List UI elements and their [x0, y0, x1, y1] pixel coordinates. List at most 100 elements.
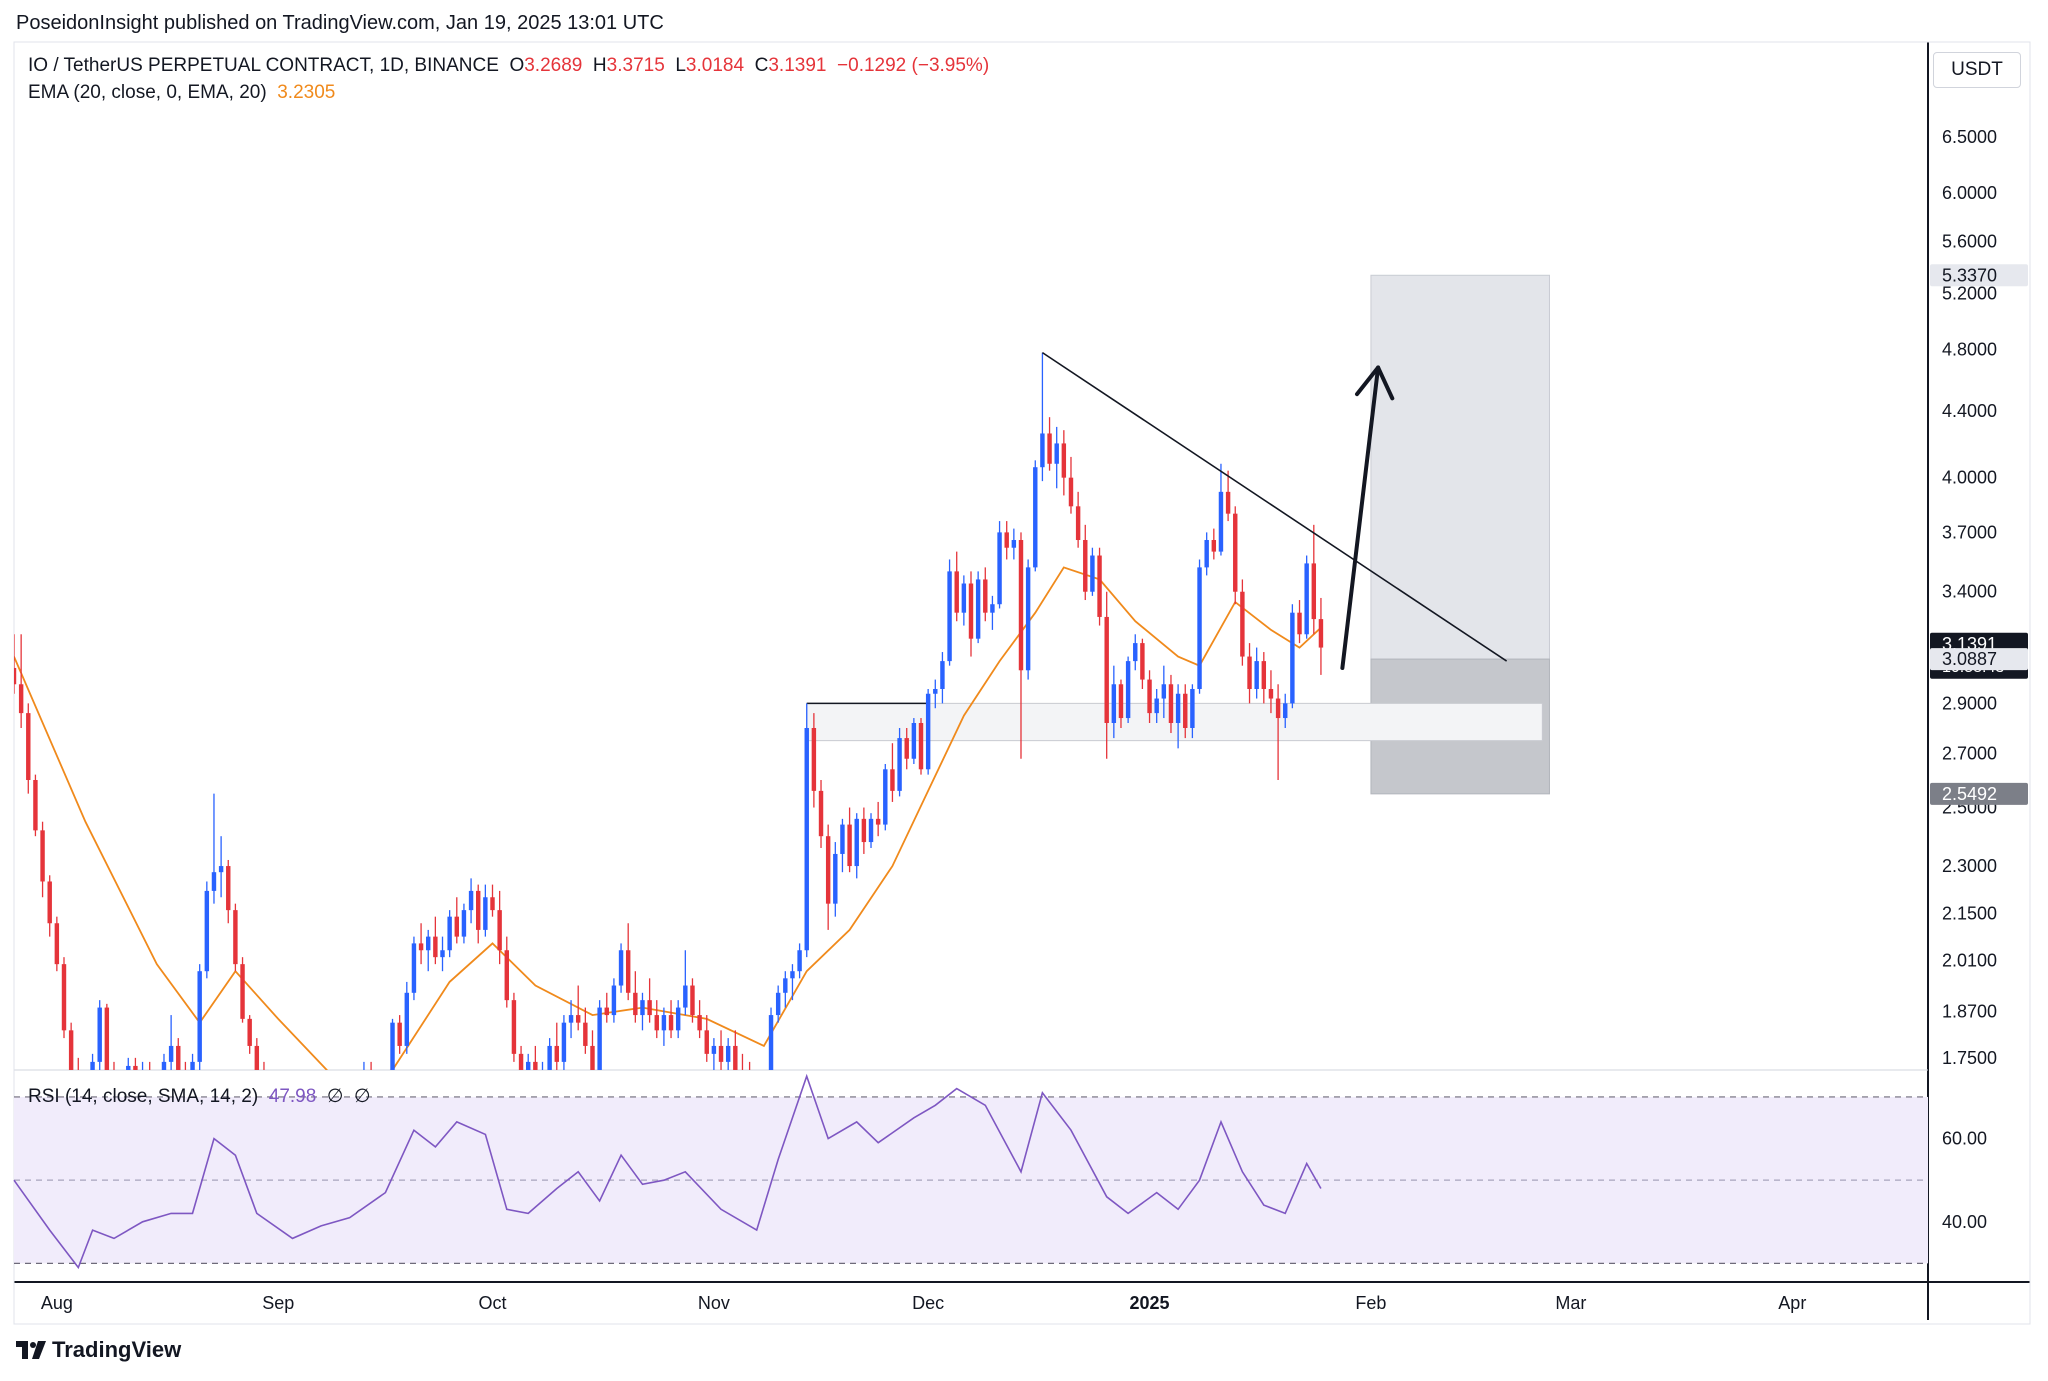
- candle[interactable]: [104, 1003, 110, 1078]
- candle[interactable]: [26, 703, 31, 794]
- candle[interactable]: [1133, 634, 1138, 671]
- candle[interactable]: [575, 985, 581, 1031]
- candle[interactable]: [668, 1000, 674, 1039]
- target-zone[interactable]: [1370, 274, 1550, 660]
- candle[interactable]: [1190, 684, 1195, 739]
- candle[interactable]: [825, 824, 831, 930]
- candle[interactable]: [47, 875, 52, 937]
- ema-label[interactable]: EMA (20, close, 0, EMA, 20): [28, 82, 267, 103]
- candle[interactable]: [597, 1000, 602, 1078]
- candle[interactable]: [933, 679, 938, 709]
- tradingview-logo[interactable]: TradingView: [16, 1337, 181, 1363]
- candle[interactable]: [133, 1057, 138, 1121]
- candle[interactable]: [1254, 647, 1259, 699]
- price-label[interactable]: 3.0887: [1930, 648, 2028, 671]
- candle[interactable]: [1097, 547, 1102, 626]
- candle[interactable]: [497, 890, 502, 965]
- candle[interactable]: [918, 718, 924, 775]
- candle[interactable]: [468, 878, 474, 924]
- candle[interactable]: [868, 813, 874, 848]
- candle[interactable]: [126, 1057, 131, 1112]
- candle[interactable]: [897, 727, 902, 797]
- candle[interactable]: [625, 923, 631, 1001]
- candle[interactable]: [97, 1000, 102, 1070]
- candle[interactable]: [797, 943, 802, 979]
- candle[interactable]: [740, 1053, 744, 1095]
- candle[interactable]: [33, 774, 38, 837]
- support-zone[interactable]: [806, 702, 1543, 742]
- candle[interactable]: [218, 836, 224, 898]
- candle[interactable]: [1233, 506, 1238, 605]
- candle[interactable]: [1118, 679, 1124, 728]
- candle[interactable]: [654, 1000, 659, 1039]
- candle[interactable]: [861, 807, 867, 854]
- candle[interactable]: [804, 703, 809, 958]
- candle[interactable]: [747, 1061, 751, 1104]
- candle[interactable]: [1161, 665, 1167, 719]
- candle[interactable]: [461, 903, 467, 944]
- candle[interactable]: [1218, 463, 1224, 556]
- candle[interactable]: [1211, 528, 1217, 560]
- time-axis[interactable]: Aug Sep Oct Nov Dec 2025 Feb Mar Apr: [41, 1293, 1806, 1313]
- candle[interactable]: [262, 1061, 266, 1104]
- candle[interactable]: [362, 1061, 366, 1104]
- candle[interactable]: [161, 1053, 167, 1130]
- candle[interactable]: [775, 985, 781, 1023]
- hide-icon[interactable]: ∅: [326, 1086, 344, 1107]
- candle[interactable]: [568, 1000, 574, 1039]
- candle[interactable]: [183, 1061, 187, 1095]
- candle[interactable]: [633, 971, 638, 1023]
- candle[interactable]: [226, 859, 231, 924]
- candle[interactable]: [40, 821, 45, 898]
- candle[interactable]: [390, 1018, 395, 1087]
- candle[interactable]: [1047, 417, 1052, 471]
- candle[interactable]: [54, 916, 60, 972]
- candle[interactable]: [997, 521, 1002, 609]
- candle[interactable]: [1290, 604, 1295, 709]
- candle[interactable]: [254, 1038, 260, 1078]
- candle[interactable]: [911, 718, 917, 764]
- candle[interactable]: [1261, 652, 1267, 704]
- candle[interactable]: [511, 992, 517, 1062]
- candle[interactable]: [990, 595, 995, 630]
- candle[interactable]: [518, 1045, 524, 1087]
- candle[interactable]: [711, 1038, 717, 1078]
- candle[interactable]: [533, 1045, 538, 1095]
- symbol-name[interactable]: IO / TetherUS PERPETUAL CONTRACT, 1D, BI…: [28, 55, 499, 76]
- candle[interactable]: [1104, 591, 1109, 759]
- candle[interactable]: [1054, 426, 1059, 489]
- candle[interactable]: [369, 1061, 373, 1095]
- candle[interactable]: [661, 1007, 667, 1046]
- candle[interactable]: [1075, 491, 1081, 548]
- candle[interactable]: [975, 571, 981, 644]
- candle[interactable]: [683, 950, 688, 1016]
- candle[interactable]: [504, 936, 509, 1008]
- rsi-pane[interactable]: [13, 1073, 1928, 1270]
- candle[interactable]: [112, 1061, 116, 1095]
- price-label[interactable]: 2.5492: [1930, 782, 2028, 805]
- candle[interactable]: [204, 881, 210, 979]
- candle[interactable]: [1090, 547, 1095, 596]
- candle[interactable]: [1040, 352, 1045, 482]
- candle[interactable]: [690, 978, 695, 1023]
- candle[interactable]: [426, 929, 431, 972]
- bullish-arrow[interactable]: [1340, 365, 1381, 670]
- candle[interactable]: [647, 978, 652, 1023]
- candle[interactable]: [1175, 684, 1181, 749]
- candle[interactable]: [1311, 524, 1317, 635]
- candle[interactable]: [404, 981, 410, 1054]
- descending-trendline[interactable]: [1041, 351, 1508, 662]
- candle[interactable]: [811, 713, 817, 808]
- candle[interactable]: [540, 1061, 544, 1104]
- candle[interactable]: [1197, 559, 1202, 694]
- ema-line[interactable]: [14, 566, 1322, 1086]
- candle[interactable]: [954, 551, 959, 622]
- rsi-label[interactable]: RSI (14, close, SMA, 14, 2): [28, 1086, 259, 1107]
- candle[interactable]: [904, 727, 909, 770]
- candle[interactable]: [1297, 600, 1302, 644]
- rsi-line[interactable]: [13, 1073, 1322, 1270]
- candle[interactable]: [840, 818, 845, 873]
- candle[interactable]: [875, 801, 881, 837]
- candle[interactable]: [1147, 670, 1152, 723]
